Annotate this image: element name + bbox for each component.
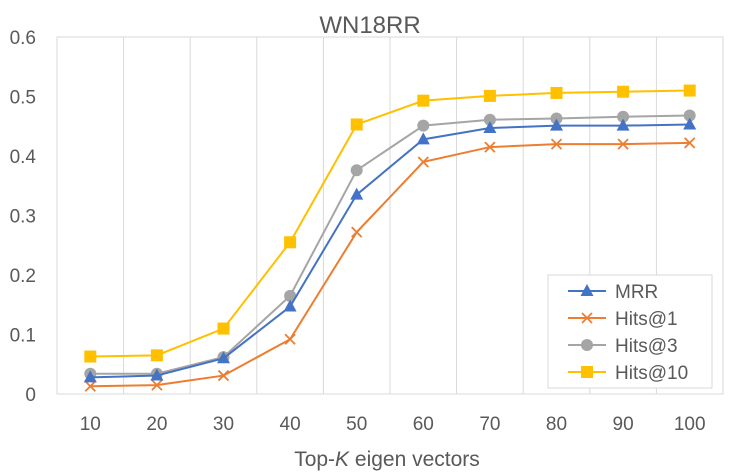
data-point-hits-1 <box>217 369 230 382</box>
data-point-hits-1-stroke <box>417 156 429 168</box>
data-point-hits-1 <box>550 138 563 150</box>
data-point-hits-10 <box>617 85 630 98</box>
series-layer <box>83 84 697 392</box>
data-point-mrr <box>150 368 164 381</box>
series-line-hits-3 <box>90 114 690 375</box>
y-tick-label: 0.1 <box>10 326 36 347</box>
legend-label-mrr: MRR <box>615 282 658 303</box>
legend-marker-hits-3 <box>581 339 593 351</box>
y-tick-label: 0.6 <box>10 28 36 49</box>
data-point-hits-3 <box>683 109 696 122</box>
data-point-hits-10 <box>550 86 563 99</box>
legend: MRR Hits@1 Hits@3 Hits@10 <box>547 274 713 389</box>
data-point-hits-1-stroke <box>151 379 163 391</box>
legend-label-hits-1: Hits@1 <box>615 309 678 330</box>
x-axis-label: Top-K eigen vectors <box>294 448 480 471</box>
data-point-hits-1 <box>684 137 696 149</box>
data-point-hits-1 <box>84 380 96 392</box>
data-point-hits-3 <box>284 289 297 302</box>
legend-label-hits-10: Hits@10 <box>615 363 688 384</box>
series-line-mrr <box>90 123 690 379</box>
data-point-hits-1 <box>484 141 496 153</box>
data-point-hits-10 <box>483 89 496 102</box>
data-point-hits-1-stroke <box>284 333 296 345</box>
x-axis-label-prefix: Top- <box>294 448 335 471</box>
series-line-hits-10 <box>90 89 690 358</box>
data-point-hits-1 <box>151 379 163 391</box>
data-point-hits-10 <box>683 84 696 97</box>
x-tick-label: 30 <box>213 414 234 435</box>
data-point-mrr <box>416 132 430 145</box>
legend-label-hits-3: Hits@3 <box>615 336 678 357</box>
y-tick-label: 0.2 <box>10 266 36 287</box>
series-line-hits-1 <box>90 141 690 388</box>
x-tick-label: 20 <box>146 414 167 435</box>
data-point-hits-1-stroke <box>217 369 230 382</box>
legend-marker-mrr <box>580 284 594 296</box>
data-point-mrr <box>83 370 97 383</box>
chart-title: WN18RR <box>319 12 420 39</box>
data-point-mrr <box>683 117 697 130</box>
legend-marker-hits-1 <box>581 312 593 324</box>
data-point-hits-1-stroke <box>84 380 96 392</box>
data-point-mrr <box>217 351 230 364</box>
x-axis-label-suffix: eigen vectors <box>349 448 480 471</box>
data-point-hits-1-stroke <box>684 137 696 149</box>
legend-marker-hits-1-stroke <box>581 312 593 324</box>
data-point-hits-3 <box>617 110 630 123</box>
data-point-hits-1 <box>284 333 296 345</box>
x-tick-label: 80 <box>546 414 567 435</box>
y-tick-label: 0.5 <box>10 88 36 109</box>
data-point-hits-1-stroke <box>351 226 363 238</box>
data-point-hits-1-stroke <box>550 138 563 150</box>
x-tick-label: 100 <box>674 414 706 435</box>
data-point-hits-3 <box>417 119 430 132</box>
x-tick-label: 50 <box>346 414 367 435</box>
legend-box <box>547 274 713 389</box>
data-point-mrr <box>483 121 497 134</box>
data-point-mrr <box>283 299 297 312</box>
data-point-hits-10 <box>284 236 297 249</box>
data-point-hits-1 <box>417 156 429 168</box>
data-point-mrr <box>350 187 364 200</box>
data-point-mrr <box>616 118 630 131</box>
data-point-hits-3 <box>483 113 496 126</box>
data-point-hits-10 <box>150 349 163 362</box>
data-point-hits-1 <box>617 138 629 150</box>
y-tick-label: 0.4 <box>10 147 37 168</box>
x-axis-label-italic: K <box>335 448 350 471</box>
y-tick-label: 0 <box>25 385 36 406</box>
data-point-hits-10 <box>417 94 430 107</box>
x-axis: 10 20 30 40 50 60 70 80 90 100 <box>80 414 706 435</box>
data-point-hits-1-stroke <box>484 141 496 153</box>
y-axis: 0 0.1 0.2 0.3 0.4 0.5 0.6 <box>10 28 37 406</box>
data-point-hits-1 <box>351 226 363 238</box>
x-tick-label: 90 <box>613 414 634 435</box>
y-tick-label: 0.3 <box>10 207 36 228</box>
data-point-hits-10 <box>350 118 363 131</box>
data-point-mrr <box>550 118 563 131</box>
data-point-hits-3 <box>550 112 563 125</box>
x-tick-label: 40 <box>280 414 301 435</box>
x-tick-label: 70 <box>479 414 500 435</box>
data-point-hits-10 <box>84 350 97 363</box>
data-point-hits-10 <box>217 322 230 335</box>
x-tick-label: 10 <box>80 414 101 435</box>
x-tick-label: 60 <box>413 414 434 435</box>
data-point-hits-3 <box>350 164 363 177</box>
legend-marker-hits-10 <box>581 366 593 378</box>
data-point-hits-1-stroke <box>617 138 629 150</box>
